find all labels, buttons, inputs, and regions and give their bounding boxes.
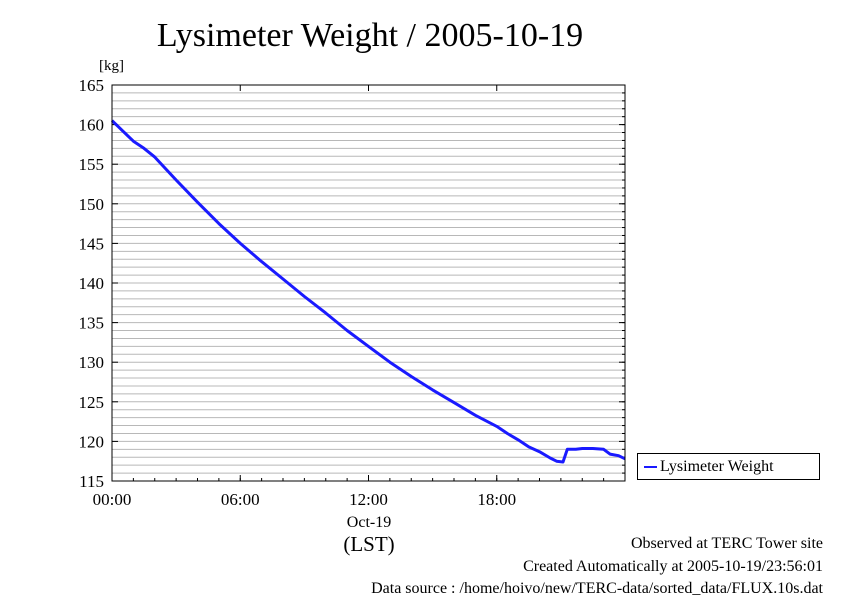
plot-area-frame xyxy=(111,84,626,482)
x-axis-ticks: 00:00 06:00 12:00 18:00 xyxy=(93,85,605,509)
series-group xyxy=(110,119,626,464)
y-tick-label: 120 xyxy=(79,432,105,451)
y-tick-label: 135 xyxy=(79,314,105,333)
x-tick-label: 06:00 xyxy=(221,490,260,509)
y-axis-unit: [kg] xyxy=(99,58,124,74)
y-tick-label: 115 xyxy=(79,472,104,491)
y-tick-label: 125 xyxy=(79,393,105,412)
footer-source: Data source : /home/hoivo/new/TERC-data/… xyxy=(371,580,823,597)
x-tick-label: 12:00 xyxy=(349,490,388,509)
legend-label: Lysimeter Weight xyxy=(660,458,774,475)
y-tick-label: 165 xyxy=(79,76,105,95)
chart-title: Lysimeter Weight / 2005-10-19 xyxy=(157,17,583,54)
legend: Lysimeter Weight xyxy=(637,453,820,480)
grid-lines xyxy=(112,92,625,474)
y-tick-label: 130 xyxy=(79,353,105,372)
series-line xyxy=(110,119,626,464)
y-tick-label: 155 xyxy=(79,155,105,174)
y-tick-label: 150 xyxy=(79,195,105,214)
x-axis-date-label: Oct-19 xyxy=(347,514,391,531)
footer-created: Created Automatically at 2005-10-19/23:5… xyxy=(523,558,823,575)
y-axis-ticks: 115 120 125 130 135 140 145 150 155 160 165 xyxy=(79,76,625,491)
y-tick-label: 145 xyxy=(79,234,105,253)
y-tick-label: 160 xyxy=(79,116,105,135)
footer-site: Observed at TERC Tower site xyxy=(630,535,823,552)
legend-swatch xyxy=(644,466,657,468)
y-tick-label: 140 xyxy=(79,274,105,293)
x-axis-label: (LST) xyxy=(343,532,394,556)
x-tick-label: 00:00 xyxy=(93,490,132,509)
x-tick-label: 18:00 xyxy=(477,490,516,509)
